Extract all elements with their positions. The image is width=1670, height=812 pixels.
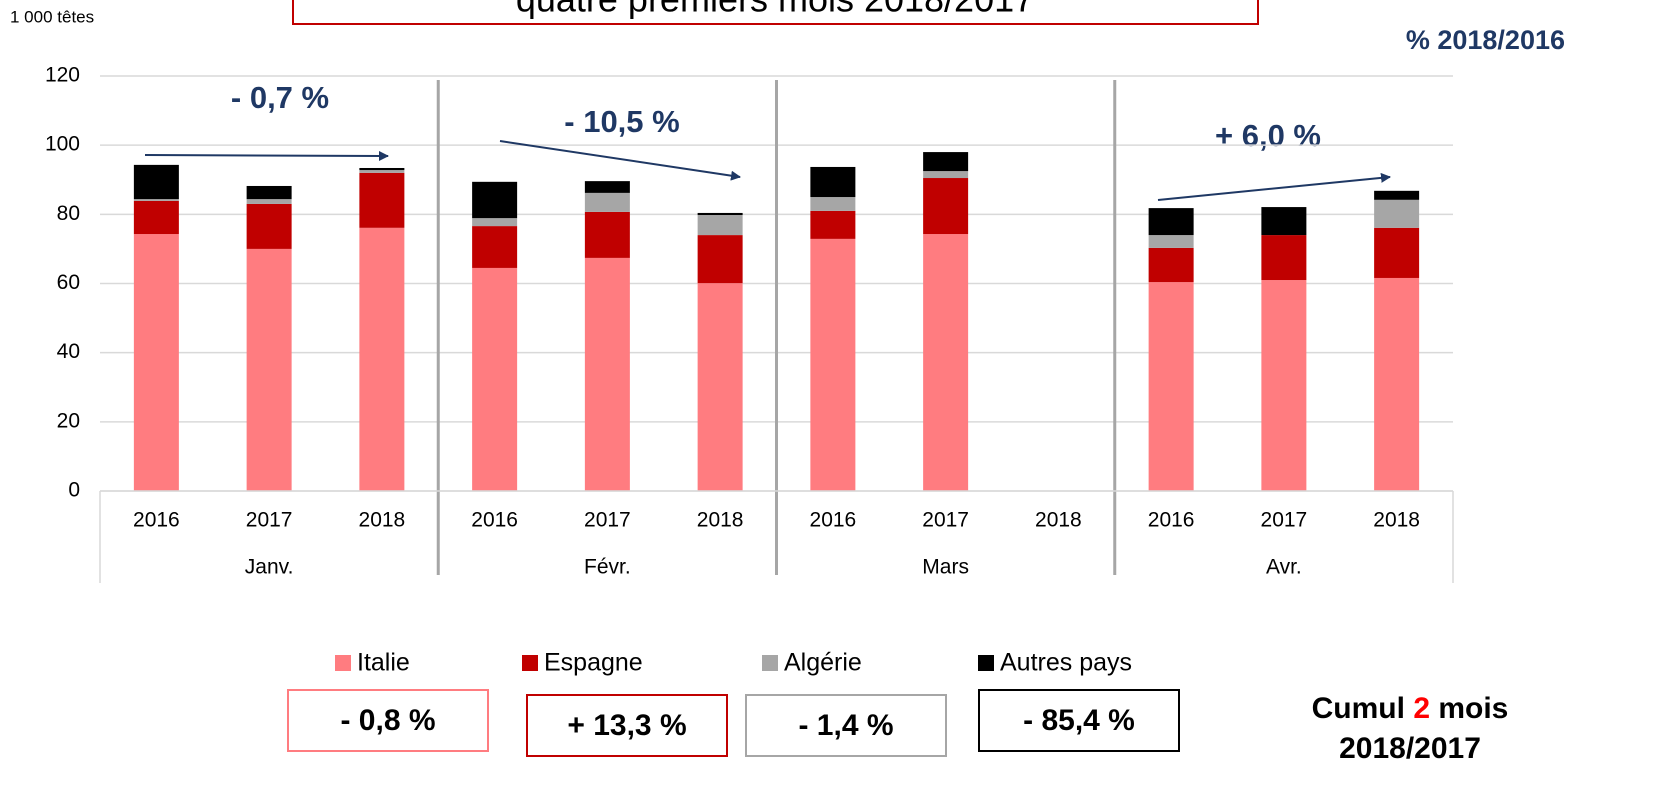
bar-segment xyxy=(1374,277,1420,491)
bar-segment xyxy=(1148,235,1194,248)
chart-title: quatre premiers mois 2018/2017 xyxy=(516,0,1034,20)
group-label: Janv. xyxy=(245,556,294,579)
bar-segment xyxy=(133,200,179,235)
change-label: + 13,3 % xyxy=(567,709,686,742)
legend-swatch xyxy=(762,655,778,671)
cumul-suffix: mois xyxy=(1430,692,1508,725)
legend-label: Autres pays xyxy=(1000,649,1132,677)
y-tick-label: 20 xyxy=(57,409,80,432)
trend-arrow xyxy=(499,140,741,181)
bar-segment xyxy=(1148,282,1194,491)
change-label: - 85,4 % xyxy=(1023,704,1135,737)
y-tick-label: 0 xyxy=(68,479,80,502)
bar-segment xyxy=(133,164,179,200)
cumul-label: Cumul 2 mois xyxy=(1312,692,1509,725)
x-tick-label: 2016 xyxy=(810,509,857,532)
bar-segment xyxy=(359,227,405,491)
bar-segment xyxy=(246,248,292,491)
bar-segment xyxy=(133,199,179,201)
bar-segment xyxy=(697,235,743,284)
bar-segment xyxy=(246,185,292,200)
y-unit: 1 000 têtes xyxy=(10,7,94,26)
group-label: Avr. xyxy=(1266,556,1302,579)
legend-label: Algérie xyxy=(784,649,862,677)
y-tick-label: 120 xyxy=(45,64,80,87)
bar-segment xyxy=(584,181,630,193)
bar-segment xyxy=(810,238,856,491)
bar-segment xyxy=(1261,207,1307,236)
x-tick-label: 2017 xyxy=(246,509,293,532)
bar-segment xyxy=(1374,190,1420,200)
bar-segment xyxy=(472,226,518,268)
x-tick-label: 2016 xyxy=(471,509,518,532)
annotation: + 6,0 % xyxy=(1215,118,1321,153)
cumul-prefix: Cumul xyxy=(1312,692,1414,725)
bar-segment xyxy=(697,215,743,236)
bar-segment xyxy=(923,171,969,179)
legend-label: Italie xyxy=(357,649,410,677)
bar-segment xyxy=(810,210,856,239)
change-box xyxy=(287,689,489,752)
bar-segment xyxy=(133,234,179,491)
change-box xyxy=(745,694,947,757)
x-tick-label: 2017 xyxy=(922,509,969,532)
x-tick-label: 2016 xyxy=(1148,509,1195,532)
legend-swatch xyxy=(335,655,351,671)
bar-segment xyxy=(810,197,856,211)
x-tick-label: 2017 xyxy=(584,509,631,532)
bar-segment xyxy=(923,178,969,235)
bar-segment xyxy=(1374,199,1420,228)
bar-segment xyxy=(584,211,630,258)
change-label: - 0,8 % xyxy=(340,704,435,737)
x-tick-label: 2017 xyxy=(1261,509,1308,532)
bar-segment xyxy=(697,283,743,491)
header-annotation: % 2018/2016 xyxy=(1406,25,1565,55)
y-tick-label: 80 xyxy=(57,202,80,225)
bar-segment xyxy=(1261,280,1307,491)
x-tick-label: 2018 xyxy=(359,509,406,532)
title-box xyxy=(292,0,1259,25)
change-box xyxy=(526,694,728,757)
bar-segment xyxy=(359,170,405,173)
y-tick-label: 40 xyxy=(57,340,80,363)
change-label: - 1,4 % xyxy=(798,709,893,742)
x-tick-label: 2018 xyxy=(1035,509,1082,532)
bar-segment xyxy=(810,166,856,198)
trend-arrow xyxy=(144,150,389,161)
group-label: Févr. xyxy=(584,556,631,579)
bar-segment xyxy=(1148,247,1194,283)
bar-segment xyxy=(584,257,630,491)
plot: 0 20 40 60 80 100 120 2016 2017 2018 2016 2017 2018 2… xyxy=(45,64,1454,583)
bar-segment xyxy=(472,181,518,219)
bar-segment xyxy=(359,172,405,228)
y-tick-label: 60 xyxy=(57,271,80,294)
bar-segment xyxy=(1148,208,1194,236)
bar-segment xyxy=(697,212,743,216)
trend-arrow xyxy=(1157,172,1391,201)
change-box xyxy=(978,689,1180,752)
cumul-period: 2018/2017 xyxy=(1339,732,1481,765)
group-label: Mars xyxy=(922,556,969,579)
legend-swatch xyxy=(522,655,538,671)
bar-segment xyxy=(1374,227,1420,278)
annotation: - 10,5 % xyxy=(564,104,679,139)
cumul-months: 2 xyxy=(1413,692,1430,725)
bar-segment xyxy=(923,234,969,491)
bar-segment xyxy=(246,199,292,204)
y-tick-label: 100 xyxy=(45,133,80,156)
bar-segment xyxy=(472,218,518,227)
x-tick-label: 2016 xyxy=(133,509,180,532)
x-tick-label: 2018 xyxy=(697,509,744,532)
bar-segment xyxy=(1261,235,1307,281)
bar-segment xyxy=(923,152,969,172)
bar-segment xyxy=(472,267,518,491)
bar-segment xyxy=(246,203,292,249)
bar-segment xyxy=(584,192,630,212)
bar-segment xyxy=(359,167,405,171)
legend-label: Espagne xyxy=(544,649,643,677)
legend-swatch xyxy=(978,655,994,671)
x-tick-label: 2018 xyxy=(1373,509,1420,532)
annotation: - 0,7 % xyxy=(231,80,329,115)
